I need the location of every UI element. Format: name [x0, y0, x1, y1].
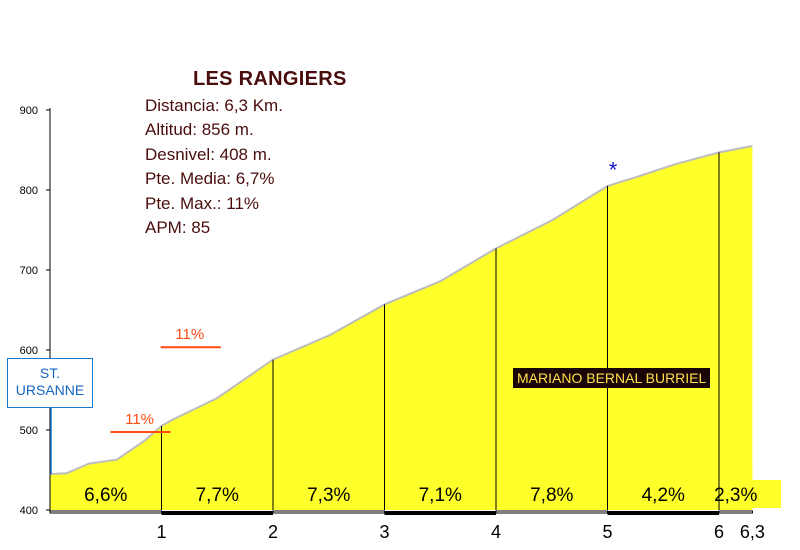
distance-text: Distancia: 6,3 Km. — [145, 96, 283, 115]
average-gradient-text: Pte. Media: 6,7% — [145, 169, 275, 189]
x-axis-band-3 — [272, 510, 385, 514]
segment-gradient-1: 6,6% — [84, 485, 127, 506]
y-tick-label-400: 400 — [20, 505, 38, 517]
max-gradient-label-1: 11% — [125, 411, 154, 428]
x-tick-label-4: 4 — [491, 522, 501, 542]
x-axis-band-1 — [49, 510, 162, 514]
segment-gradient-6: 4,2% — [642, 485, 685, 506]
last-segment-backdrop — [721, 480, 781, 508]
author-credit: MARIANO BERNAL BURRIEL — [513, 368, 711, 388]
segment-gradient-5: 7,8% — [530, 485, 573, 506]
y-tick-label-900: 900 — [20, 105, 38, 117]
y-tick-label-700: 700 — [20, 265, 38, 277]
x-tick-label-7: 6,3 — [740, 522, 765, 542]
x-axis-band-4 — [384, 511, 496, 515]
x-axis-band-6 — [607, 511, 719, 515]
y-tick-label-500: 500 — [20, 425, 38, 437]
x-tick-label-6: 6 — [714, 522, 724, 542]
altitude-text: Altitud: 856 m. — [145, 120, 254, 140]
max-gradient-label-2: 11% — [175, 326, 204, 343]
max-gradient-text: Pte. Max.: 11% — [145, 193, 260, 213]
climb-title: LES RANGIERS — [193, 68, 347, 90]
climb-info: Distancia: 6,3 Km. Altitud: 856 m. Desni… — [145, 94, 283, 240]
x-tick-label-3: 3 — [379, 522, 389, 542]
summit-star-marker: * — [609, 158, 618, 183]
start-town-label: ST. URSANNE — [7, 358, 93, 408]
profile-area — [50, 146, 753, 510]
x-tick-label-2: 2 — [268, 522, 278, 542]
y-tick-label-600: 600 — [20, 345, 38, 357]
elevation-gain-text: Desnivel: 408 m. — [145, 144, 272, 164]
x-axis-band-7 — [718, 510, 753, 514]
x-tick-label-5: 5 — [602, 522, 612, 542]
y-tick-label-800: 800 — [20, 185, 38, 197]
segment-gradient-2: 7,7% — [196, 485, 239, 506]
profile-outline — [49, 145, 753, 475]
x-tick-label-1: 1 — [156, 522, 166, 542]
start-town-line-1: ST. — [39, 365, 61, 381]
segment-gradient-7: 2,3% — [714, 485, 757, 506]
x-axis-band-5 — [495, 510, 608, 514]
apm-text: APM: 85 — [145, 218, 211, 238]
x-axis-band-2 — [161, 511, 273, 515]
segment-gradient-4: 7,1% — [419, 485, 462, 506]
start-town-line-2: URSANNE — [15, 382, 85, 398]
segment-gradient-3: 7,3% — [307, 485, 350, 506]
